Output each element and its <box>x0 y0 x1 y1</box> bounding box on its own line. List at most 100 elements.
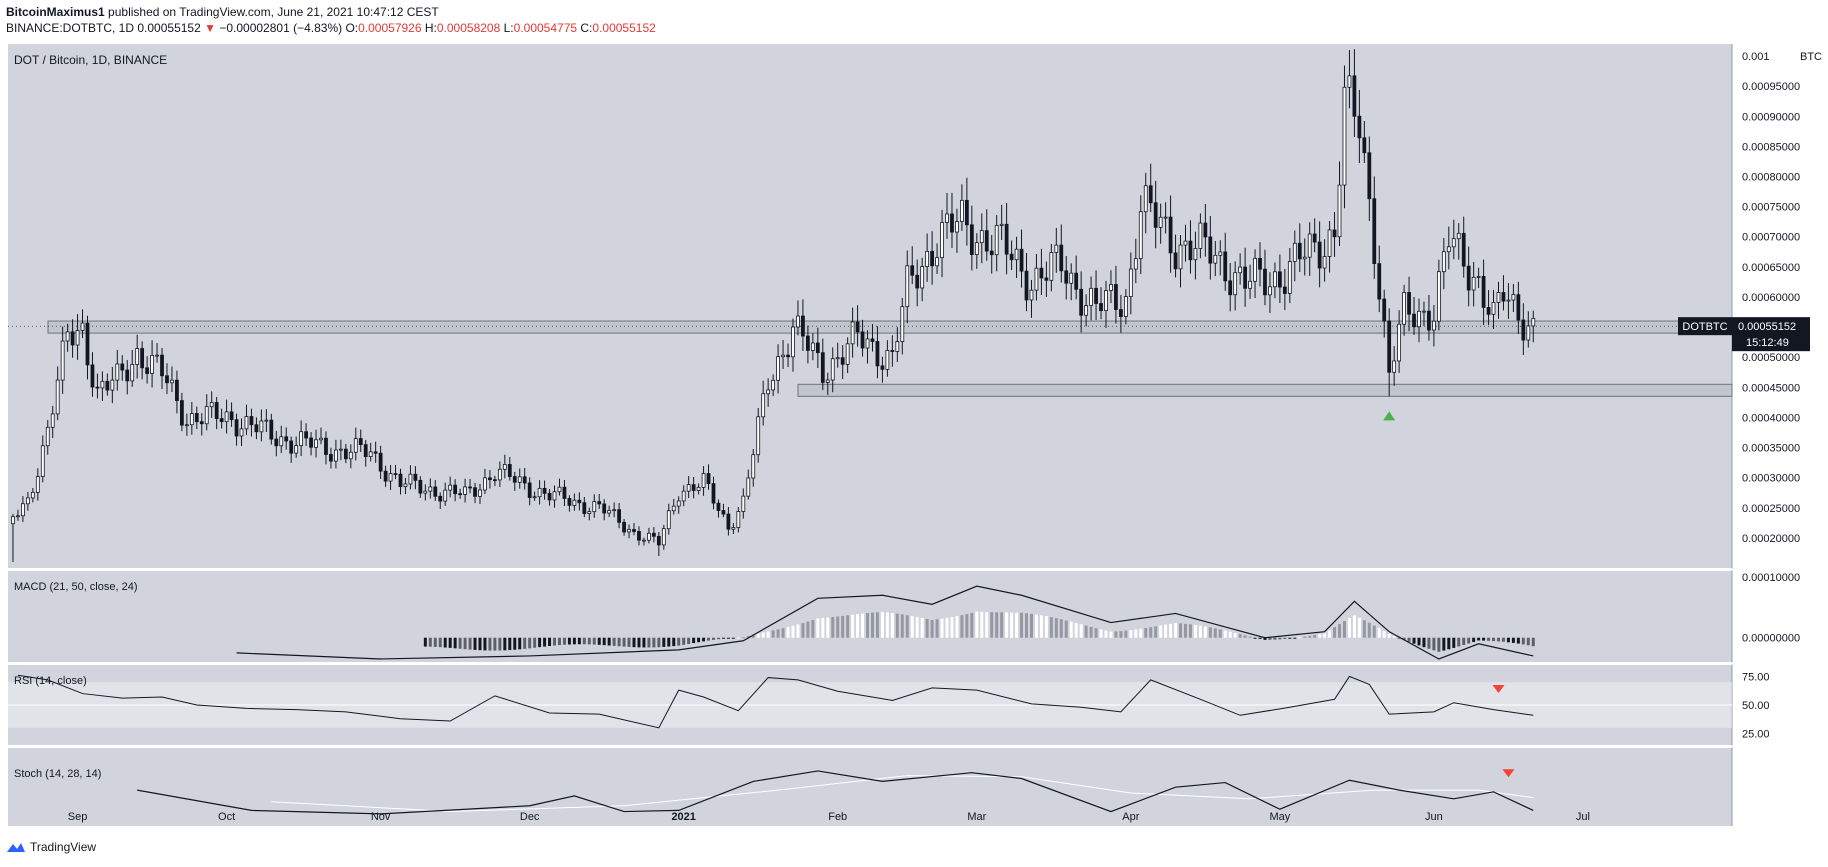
macd-histogram-bar <box>920 618 924 638</box>
macd-histogram-bar <box>1417 637 1421 646</box>
candle-body <box>408 473 413 485</box>
candle-body <box>155 354 159 357</box>
macd-histogram-bar <box>592 637 596 645</box>
macd-histogram-bar <box>1268 637 1272 640</box>
candle-body <box>781 354 785 358</box>
macd-histogram-bar <box>1313 635 1317 638</box>
macd-histogram-bar <box>1139 628 1143 638</box>
macd-histogram-bar <box>1427 637 1431 649</box>
candle-body <box>1233 272 1238 296</box>
candle-body <box>1292 242 1297 262</box>
macd-histogram-bar <box>851 614 855 638</box>
candle-body <box>994 225 999 256</box>
time-axis-label: Dec <box>520 811 540 823</box>
candle-body <box>671 505 676 512</box>
candle-body <box>1377 263 1382 300</box>
candle-body <box>502 464 507 470</box>
footer-brand[interactable]: TradingView <box>30 840 97 854</box>
candle-body <box>65 331 70 342</box>
candle-body <box>1203 222 1208 238</box>
candle-body <box>463 486 467 495</box>
macd-histogram-bar <box>1233 632 1237 638</box>
price-tick-label: 0.00035000 <box>1742 443 1800 455</box>
macd-histogram-bar <box>453 637 457 649</box>
candle-body <box>1268 286 1272 296</box>
macd-histogram-bar <box>915 617 919 638</box>
candle-body <box>607 510 612 514</box>
macd-histogram-bar <box>950 617 954 638</box>
candle-body <box>1441 251 1446 273</box>
low-label: L: <box>503 21 514 35</box>
rsi-tick-label: 25.00 <box>1742 729 1770 741</box>
macd-histogram-bar <box>771 630 775 638</box>
candle-body <box>796 315 800 328</box>
candle-body <box>1486 307 1491 315</box>
candle-body <box>90 364 95 388</box>
macd-histogram-bar <box>1377 628 1381 638</box>
candle-body <box>1461 232 1466 267</box>
price-tick-label: 0.00080000 <box>1742 172 1800 184</box>
macd-histogram-bar <box>1328 630 1332 638</box>
candle-body <box>572 499 577 506</box>
candle-body <box>935 257 939 267</box>
candle-body <box>170 379 174 384</box>
candle-body <box>453 484 458 495</box>
candle-body <box>622 521 626 533</box>
macd-histogram-bar <box>880 611 884 638</box>
candle-body <box>696 486 701 491</box>
candle-body <box>979 230 984 244</box>
macd-histogram-bar <box>1228 631 1232 638</box>
macd-histogram-bar <box>1198 625 1202 638</box>
macd-histogram-bar <box>1025 613 1028 638</box>
candle-body <box>1128 268 1133 297</box>
macd-histogram-bar <box>667 637 671 647</box>
macd-histogram-bar <box>1054 618 1058 638</box>
candle-body <box>329 454 333 462</box>
macd-histogram-bar <box>508 637 512 651</box>
candle-body <box>30 492 35 499</box>
candle-body <box>612 509 617 512</box>
candle-body <box>497 468 502 481</box>
macd-histogram-bar <box>1392 635 1396 638</box>
macd-histogram-bar <box>1367 622 1371 638</box>
candle-body <box>910 265 915 276</box>
candle-body <box>343 448 348 460</box>
macd-histogram-bar <box>1496 637 1500 642</box>
macd-histogram-bar <box>647 637 651 648</box>
macd-histogram-bar <box>1084 625 1088 638</box>
candle-body <box>214 402 219 419</box>
candle-body <box>1322 256 1327 269</box>
macd-histogram-bar <box>821 617 825 638</box>
candle-body <box>413 473 418 481</box>
macd-histogram-bar <box>557 637 561 646</box>
candle-body <box>1432 320 1436 331</box>
candle-body <box>746 477 751 497</box>
candle-body <box>617 509 621 523</box>
candle-body <box>398 473 403 488</box>
candle-body <box>1029 289 1034 301</box>
macd-histogram-bar <box>885 612 889 638</box>
candle-body <box>716 502 721 511</box>
author-name[interactable]: BitcoinMaximus1 <box>6 5 105 19</box>
candle-body <box>850 321 855 345</box>
candle-body <box>1069 272 1074 284</box>
candle-body <box>835 357 840 360</box>
macd-histogram-bar <box>458 637 462 649</box>
macd-histogram-bar <box>1477 637 1481 641</box>
macd-histogram-bar <box>1203 626 1207 638</box>
macd-histogram-bar <box>637 637 641 648</box>
candle-body <box>1168 216 1173 254</box>
macd-histogram-bar <box>861 613 865 638</box>
macd-histogram-bar <box>1437 637 1441 652</box>
candle-body <box>433 486 438 497</box>
macd-histogram-bar <box>1218 629 1222 638</box>
time-axis-label: Jul <box>1576 811 1590 823</box>
price-tick-label: 0.00075000 <box>1742 202 1800 214</box>
price-tick-label: 0.00060000 <box>1742 292 1800 304</box>
candle-body <box>830 358 835 381</box>
tradingview-logo-icon <box>7 843 25 852</box>
price-tick-label: 0.00050000 <box>1742 352 1800 364</box>
candle-body <box>1054 244 1059 253</box>
candle-body <box>1466 265 1471 291</box>
